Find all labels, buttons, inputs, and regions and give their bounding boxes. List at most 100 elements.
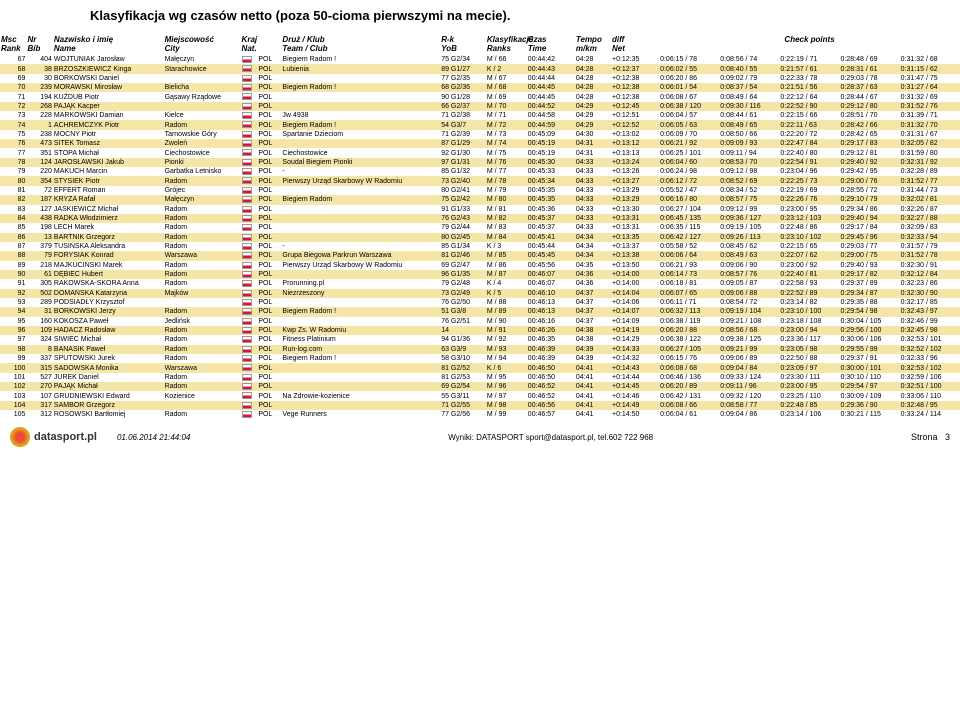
flag-icon [242,177,252,184]
flag-icon [242,75,252,82]
flag-icon [242,196,252,203]
table-row: 89218MAJKUCIŃSKI MarekRadomPOLPierwszy U… [0,261,960,270]
col-czas: CzasTime [527,33,575,55]
flag-icon [242,327,252,334]
flag-icon [242,364,252,371]
table-row: 78124JAROSŁAWSKI JakubPionkiPOLSoudal Bi… [0,158,960,167]
table-row: 92502DOMAŃSKA KatarzynaMajkówPOLNiezrzes… [0,289,960,298]
flag-icon [242,215,252,222]
flag-icon [242,187,252,194]
logo-text: datasport.pl [34,431,97,443]
table-row: 84438RADKA WłodzimierzRadomPOL76 G2/43M … [0,214,960,223]
flag-icon [242,392,252,399]
table-row: 6838BRZOSZKIEWICZ KingaStarachowicePOLLu… [0,64,960,73]
flag-icon [242,93,252,100]
flag-icon [242,346,252,353]
table-row: 105312ROSOWSKI BartłomiejRadomPOLVege Ru… [0,410,960,419]
table-row: 77351STOPA MichałCiechostowicePOLCiechos… [0,148,960,157]
flag-icon [242,168,252,175]
col-tempo: Tempom/km [575,33,611,55]
flag-icon [242,149,252,156]
table-row: 103107GRUDNIEWSKI EdwardKozienicePOLNa Z… [0,391,960,400]
col-msc: MscRank [0,33,26,55]
table-row: 80354STYSIEK PiotrRadomPOLPierwszy Urząd… [0,176,960,185]
table-row: 8879FORYSIAK KonradWarszawaPOLGrupa Bieg… [0,251,960,260]
table-row: 8613BARTNIK GrzegorzRadomPOL80 G2/45M / … [0,233,960,242]
flag-icon [242,262,252,269]
flag-icon [242,159,252,166]
table-row: 72268PAJĄK KacperPOL66 G2/37M / 7000:44:… [0,102,960,111]
footer-date: 01.06.2014 21:44:04 [117,433,190,442]
col-kl: KlasyfikacjeRanks [486,33,527,55]
table-row: 9061DĘBIEC HubertRadomPOL96 G1/35M / 870… [0,270,960,279]
flag-icon [242,318,252,325]
table-row: 79220MAKUCH MarcinGarbatka LetniskoPOL-8… [0,167,960,176]
flag-icon [242,290,252,297]
col-nat: KrajNat. [241,33,282,55]
flag-icon [242,252,252,259]
table-row: 100315SADOWSKA MonikaWarszawaPOL81 G2/52… [0,363,960,372]
flag-icon [242,65,252,72]
table-row: 82187KRYZA RafałMałęczynPOLBiegiem Radom… [0,195,960,204]
logo: datasport.pl [10,427,97,447]
table-row: 87379TUSIŃSKA AleksandraRadomPOL-85 G1/3… [0,242,960,251]
table-row: 93289PODSIADŁY KrzysztofPOL76 G2/50M / 8… [0,298,960,307]
flag-icon [242,411,252,418]
table-row: 75238MOCNY PiotrTarnowskie GóryPOLSparta… [0,130,960,139]
page-title: Klasyfikacja wg czasów netto (poza 50-ci… [0,0,960,33]
col-city: MiejscowośćCity [164,33,241,55]
table-row: 101527JUREK DanielRadomPOL81 G2/53M / 95… [0,373,960,382]
table-row: 6930BORKOWSKI DanielPOL77 G2/35M / 6700:… [0,74,960,83]
flag-icon [242,234,252,241]
col-rk: R-kYoB [440,33,486,55]
footer-center: Wyniki: DATASPORT sport@datasport.pl, te… [190,433,911,442]
table-row: 76473SITEK TomaszZwoleńPOL87 G1/29M / 74… [0,139,960,148]
table-row: 95160KOKOSZA PawełJedlińskPOL76 G2/51M /… [0,317,960,326]
table-row: 9431BORKOWSKI JerzyRadomPOLBiegiem Radom… [0,307,960,316]
col-diff: diffNet [611,33,659,55]
flag-icon [242,103,252,110]
table-row: 70239MORAWSKI MirosławBielichaPOLBiegiem… [0,83,960,92]
flag-icon [242,299,252,306]
flag-icon [242,56,252,63]
table-row: 67404WOJTUNIAK JarosławMałęczynPOLBiegie… [0,55,960,64]
header-row: MscRank NrBib Nazwisko i imięName Miejsc… [0,33,960,55]
table-row: 104317SAMBOR GrzegorzPOL71 G2/55M / 9800… [0,401,960,410]
table-row: 83127JAŚKIEWICZ MichałRadomPOL91 G1/33M … [0,205,960,214]
table-row: 85198LECH MarekRadomPOL79 G2/44M / 8300:… [0,223,960,232]
col-club: Druż / KlubTeam / Club [281,33,440,55]
flag-icon [242,336,252,343]
table-row: 91305RAKOWSKA-SKORA AnnaRadomPOLProrunni… [0,279,960,288]
flag-icon [242,374,252,381]
flag-icon [242,131,252,138]
flag-icon [242,308,252,315]
table-row: 99337SPUTOWSKI JurekRadomPOLBiegiem Rado… [0,354,960,363]
table-row: 96109HADACZ RadosławRadomPOLKwp Zs. W Ra… [0,326,960,335]
flag-icon [242,280,252,287]
flag-icon [242,121,252,128]
table-row: 73228MARKOWSKI DamianKielcePOLJw 493871 … [0,111,960,120]
flag-icon [242,84,252,91]
col-checkpoints: Check points [659,33,960,55]
flag-icon [242,402,252,409]
flag-icon [242,271,252,278]
flag-icon [242,383,252,390]
logo-icon [10,427,30,447]
flag-icon [242,224,252,231]
table-row: 102270PAJĄK MichałRadomPOL69 G2/54M / 96… [0,382,960,391]
results-table: MscRank NrBib Nazwisko i imięName Miejsc… [0,33,960,419]
footer-page: Strona 3 [911,432,950,442]
col-name: Nazwisko i imięName [53,33,164,55]
flag-icon [242,206,252,213]
footer: datasport.pl 01.06.2014 21:44:04 Wyniki:… [0,419,960,455]
flag-icon [242,112,252,119]
table-row: 988BANASIK PawełRadomPOLRun-log.com63 G3… [0,345,960,354]
table-row: 97324SIWIEC MichałRadomPOLFitness Platin… [0,335,960,344]
flag-icon [242,243,252,250]
flag-icon [242,140,252,147]
table-row: 741ACHREMCZYK PiotrRadomPOLBiegiem Radom… [0,120,960,129]
table-row: 8172EFFERT RomanGrójecPOL80 G2/41M / 790… [0,186,960,195]
col-nr: NrBib [26,33,52,55]
table-row: 71194KUŹDUB PiotrGąsawy RządowePOL90 G1/… [0,92,960,101]
flag-icon [242,355,252,362]
